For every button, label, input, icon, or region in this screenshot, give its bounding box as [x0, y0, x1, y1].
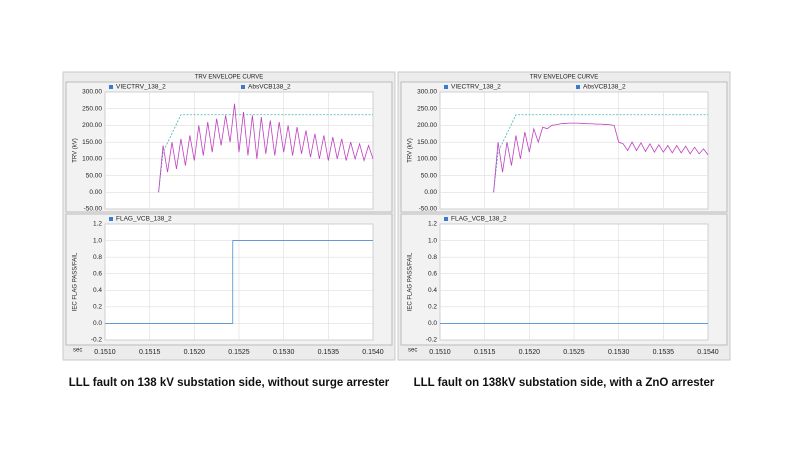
y-tick-label: 0.6	[93, 270, 102, 277]
y-tick-label: 0.4	[93, 287, 102, 294]
y-axis-label: TRV (kV)	[408, 138, 414, 163]
legend-label: AbsVCB138_2	[248, 84, 291, 91]
x-tick-label: 0.1530	[608, 349, 630, 356]
y-tick-label: 0.00	[89, 189, 102, 196]
x-tick-label: 0.1510	[429, 349, 451, 356]
y-tick-label: -0.2	[426, 337, 438, 344]
y-tick-label: 50.00	[421, 172, 438, 179]
legend-swatch	[576, 85, 580, 89]
x-tick-label: 0.1520	[519, 349, 541, 356]
x-axis-label: sec	[73, 348, 82, 354]
legend-swatch	[444, 85, 448, 89]
series-line	[105, 240, 373, 324]
x-tick-label: 0.1540	[362, 349, 384, 356]
legend-label: VIECTRV_138_2	[451, 84, 501, 91]
y-tick-label: 300.00	[417, 89, 437, 96]
y-tick-label: 0.2	[428, 304, 437, 311]
legend-swatch	[241, 85, 245, 89]
caption: LLL fault on 138 kV substation side, wit…	[69, 377, 390, 389]
x-tick-label: 0.1520	[184, 349, 206, 356]
legend-swatch	[109, 217, 113, 221]
y-tick-label: 1.2	[93, 221, 102, 228]
legend-swatch	[109, 85, 113, 89]
x-tick-label: 0.1535	[653, 349, 675, 356]
x-tick-label: 0.1540	[697, 349, 719, 356]
y-tick-label: 0.0	[428, 320, 437, 327]
x-tick-label: 0.1525	[563, 349, 585, 356]
y-tick-label: 200.00	[417, 122, 437, 129]
series-line	[493, 122, 709, 193]
y-tick-label: 100.00	[82, 156, 102, 163]
y-tick-label: 150.00	[417, 139, 437, 146]
legend-swatch	[444, 217, 448, 221]
window-title: TRV ENVELOPE CURVE	[195, 75, 263, 81]
y-tick-label: 300.00	[82, 89, 102, 96]
y-tick-label: 0.2	[93, 304, 102, 311]
y-tick-label: 50.00	[86, 172, 103, 179]
legend-label: VIECTRV_138_2	[116, 84, 166, 91]
y-axis-label: TRV (kV)	[73, 138, 79, 163]
series-line	[158, 114, 373, 193]
x-tick-label: 0.1515	[139, 349, 161, 356]
y-tick-label: 0.4	[428, 287, 437, 294]
y-tick-label: -0.2	[91, 337, 103, 344]
x-tick-label: 0.1525	[228, 349, 250, 356]
legend-label: AbsVCB138_2	[583, 84, 626, 91]
legend-label: FLAG_VCB_138_2	[116, 216, 172, 223]
x-tick-label: 0.1510	[94, 349, 116, 356]
caption: LLL fault on 138kV substation side, with…	[414, 377, 715, 389]
y-tick-label: 0.8	[93, 254, 102, 261]
y-tick-label: -50.00	[419, 206, 438, 213]
y-tick-label: 250.00	[417, 105, 437, 112]
series-line	[158, 103, 374, 193]
x-tick-label: 0.1535	[318, 349, 340, 356]
y-axis-label: IEC FLAG PASS/FAIL	[73, 252, 79, 311]
y-tick-label: 150.00	[82, 139, 102, 146]
y-tick-label: 1.2	[428, 221, 437, 228]
x-tick-label: 0.1515	[474, 349, 496, 356]
y-tick-label: 0.00	[424, 189, 437, 196]
window-title: TRV ENVELOPE CURVE	[530, 75, 598, 81]
y-axis-label: IEC FLAG PASS/FAIL	[408, 252, 414, 311]
y-tick-label: 200.00	[82, 122, 102, 129]
series-line	[493, 114, 708, 193]
x-tick-label: 0.1530	[273, 349, 295, 356]
y-tick-label: 250.00	[82, 105, 102, 112]
y-tick-label: 1.0	[428, 237, 437, 244]
legend-label: FLAG_VCB_138_2	[451, 216, 507, 223]
x-axis-label: sec	[408, 348, 417, 354]
y-tick-label: 1.0	[93, 237, 102, 244]
y-tick-label: 0.8	[428, 254, 437, 261]
y-tick-label: 0.0	[93, 320, 102, 327]
y-tick-label: 0.6	[428, 270, 437, 277]
y-tick-label: -50.00	[84, 206, 103, 213]
y-tick-label: 100.00	[417, 156, 437, 163]
